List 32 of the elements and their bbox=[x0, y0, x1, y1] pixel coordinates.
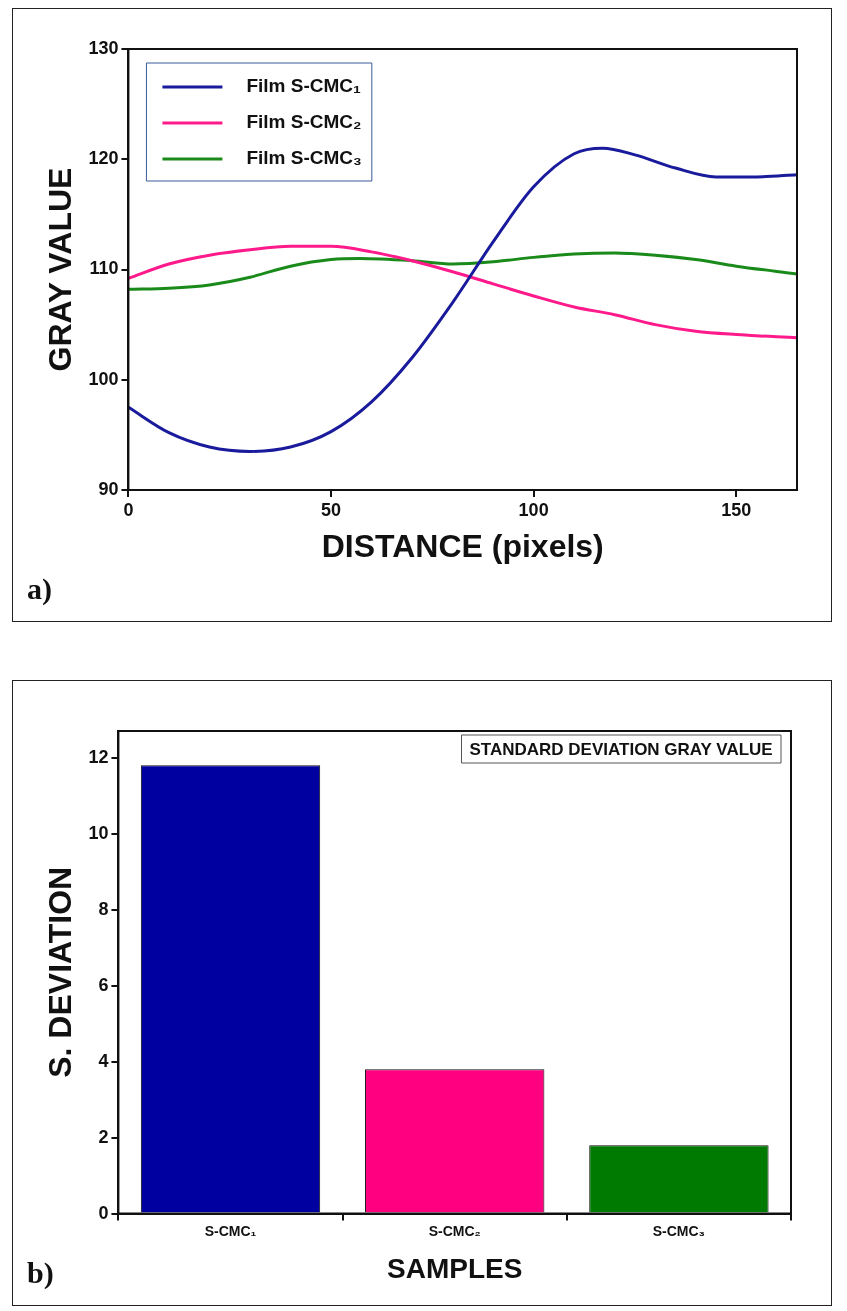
y-tick-label: 4 bbox=[98, 1050, 109, 1071]
x-tick-label: 150 bbox=[721, 499, 752, 520]
y-tick-label: 12 bbox=[88, 746, 109, 767]
y-axis-title: S. DEVIATION bbox=[42, 866, 79, 1078]
x-axis-title: DISTANCE (pixels) bbox=[321, 527, 604, 564]
x-tick-label: 50 bbox=[321, 499, 342, 520]
x-tick-label: 100 bbox=[518, 499, 549, 520]
annotation: STANDARD DEVIATION GRAY VALUE bbox=[469, 739, 773, 759]
y-tick-label: 100 bbox=[88, 368, 119, 389]
x-tick-label: S-CMC₁ bbox=[204, 1222, 257, 1239]
y-tick-label: 6 bbox=[98, 974, 109, 995]
y-tick-label: 90 bbox=[98, 478, 119, 499]
legend-label: Film S-CMC₁ bbox=[246, 75, 362, 97]
text: a) bbox=[27, 572, 52, 606]
y-tick-label: 120 bbox=[88, 148, 119, 169]
line-series bbox=[128, 146, 797, 453]
x-tick-label: S-CMC₃ bbox=[652, 1222, 706, 1239]
y-tick-label: 130 bbox=[88, 37, 119, 58]
y-tick-label: 2 bbox=[98, 1126, 109, 1147]
line-series bbox=[128, 251, 797, 291]
x-axis-title: SAMPLES bbox=[387, 1252, 523, 1284]
y-tick-label: 8 bbox=[98, 898, 109, 919]
y-tick-label: 10 bbox=[88, 822, 109, 843]
x-tick-label: S-CMC₂ bbox=[428, 1222, 481, 1239]
y-tick-label: 0 bbox=[98, 1202, 109, 1223]
text: b) bbox=[27, 1256, 54, 1290]
legend-label: Film S-CMC₃ bbox=[246, 147, 362, 169]
x-tick-label: 0 bbox=[123, 499, 134, 520]
y-tick-label: 110 bbox=[89, 258, 119, 279]
line-series bbox=[128, 244, 797, 340]
legend-label: Film S-CMC₂ bbox=[246, 111, 362, 133]
y-axis-title: GRAY VALUE bbox=[42, 167, 79, 372]
